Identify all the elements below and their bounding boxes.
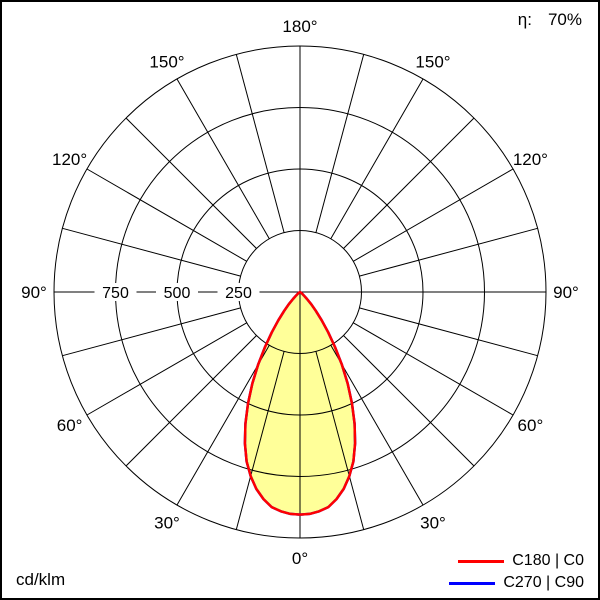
grid-spoke-195 [235, 54, 285, 233]
grid-spoke-135 [343, 117, 475, 249]
legend-item-c180-c0: C180 | C0 [458, 552, 584, 570]
legend-item-c270-c90: C270 | C90 [449, 574, 584, 592]
grid-spoke-285 [62, 307, 241, 357]
angle-label-60-left: 60° [57, 416, 83, 435]
angle-label-90-left: 90° [21, 283, 47, 302]
efficiency-label: η: [517, 10, 532, 29]
legend-label-c0: C180 | C0 [512, 552, 584, 569]
grid-spoke-105 [359, 227, 538, 277]
grid-spoke-210 [176, 78, 270, 239]
angle-label-150-left: 150° [149, 53, 184, 72]
ring-label-750: 750 [102, 285, 129, 302]
efficiency-readout: η: 70% [518, 10, 582, 30]
grid-spoke-15 [315, 351, 365, 530]
legend-line-c90 [449, 581, 496, 585]
legend-line-c0 [458, 559, 505, 563]
angle-label-150-right: 150° [415, 53, 450, 72]
ring-label-250: 250 [225, 285, 252, 302]
grid-spoke-165 [315, 54, 365, 233]
angle-label-120-left: 120° [52, 150, 87, 169]
grid-spoke-30 [330, 345, 424, 506]
ring-label-bg-750 [94, 283, 137, 301]
legend: C180 | C0 C270 | C90 [449, 552, 584, 592]
grid-spoke-240 [86, 168, 247, 262]
angle-label-90-right: 90° [553, 283, 579, 302]
ring-label-bg-500 [156, 283, 198, 301]
grid-spoke-120 [353, 168, 514, 262]
legend-label-c90: C270 | C90 [503, 574, 584, 591]
grid-spoke-75 [359, 307, 538, 357]
grid-spoke-255 [62, 227, 241, 277]
efficiency-value: 70% [547, 10, 582, 29]
grid-spoke-150 [330, 78, 424, 239]
angle-label-180-right: 180° [282, 17, 317, 36]
grid-spoke-45 [343, 335, 475, 467]
unit-label: cd/klm [16, 570, 66, 589]
grid-spoke-315 [125, 335, 257, 467]
angle-label-60-right: 60° [518, 416, 544, 435]
curve-c180-c0 [243, 290, 357, 516]
angle-label-30-right: 30° [420, 513, 446, 532]
grid-spoke-330 [176, 345, 270, 506]
angle-label-120-right: 120° [513, 150, 548, 169]
angle-label-30-left: 30° [154, 513, 180, 532]
angle-label-0-right: 0° [292, 549, 308, 568]
grid-spoke-225 [125, 117, 257, 249]
grid-spoke-300 [86, 322, 247, 416]
grid-spoke-60 [353, 322, 514, 416]
ring-label-500: 500 [164, 285, 191, 302]
ring-label-bg-250 [217, 283, 260, 301]
grid-spoke-345 [235, 351, 285, 530]
